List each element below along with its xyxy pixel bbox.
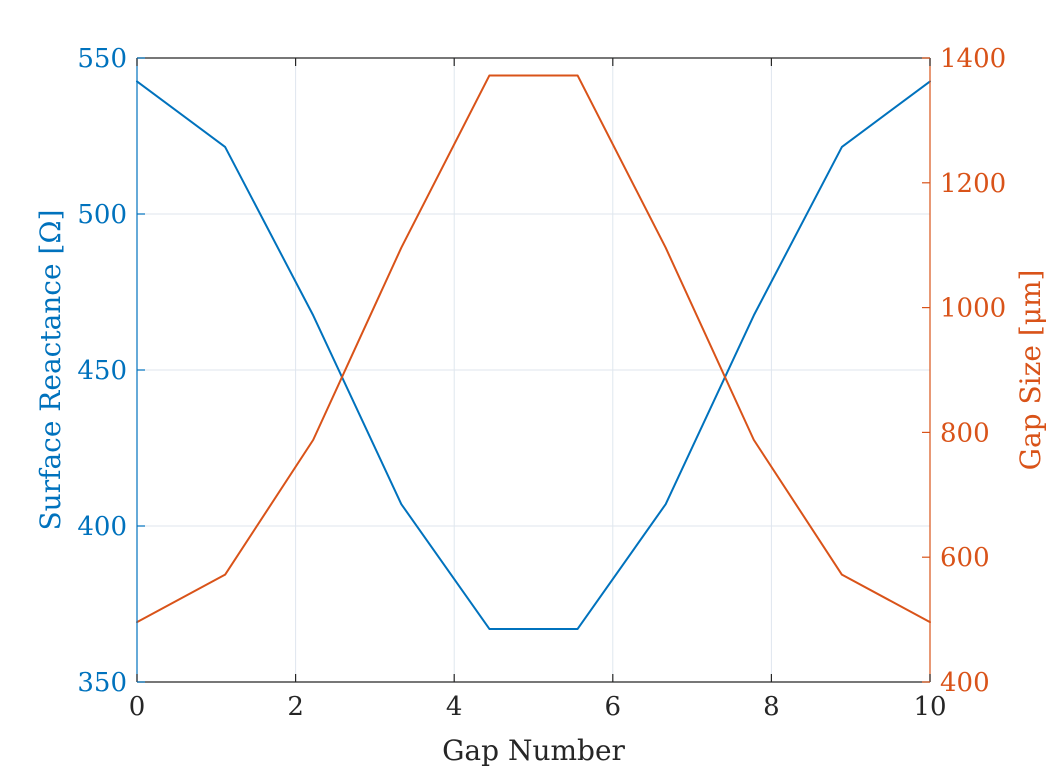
x-tick-label: 6 [605, 692, 622, 722]
left-y-tick-label: 400 [77, 512, 127, 542]
left-y-tick-label: 350 [77, 668, 127, 698]
left-y-axis-label: Surface Reactance [Ω] [34, 209, 67, 530]
x-tick-label: 2 [287, 692, 304, 722]
series-line-right-axis [136, 74, 931, 624]
series-line-left-axis [136, 80, 931, 630]
right-y-tick-label: 800 [940, 418, 990, 448]
right-y-tick-label: 400 [940, 668, 990, 698]
right-y-tick-label: 1200 [940, 169, 1006, 199]
x-tick-label: 10 [913, 692, 946, 722]
left-y-axis-ticks: 350 400 450 500 550 [77, 44, 145, 698]
right-y-axis-ticks: 400 600 800 1000 1200 1400 [922, 44, 1006, 698]
x-tick-label: 0 [129, 692, 146, 722]
x-axis-ticks: 0 2 4 6 8 10 [129, 58, 947, 722]
x-axis-label: Gap Number [442, 734, 625, 767]
plot-series [136, 74, 931, 630]
left-y-tick-label: 550 [77, 44, 127, 74]
right-y-tick-label: 1400 [940, 44, 1006, 74]
right-y-tick-label: 600 [940, 543, 990, 573]
x-tick-label: 4 [446, 692, 463, 722]
right-y-axis-label: Gap Size [μm] [1014, 270, 1047, 471]
left-y-tick-label: 500 [77, 200, 127, 230]
right-y-tick-label: 1000 [940, 294, 1006, 324]
grid-lines [136, 57, 931, 683]
left-y-tick-label: 450 [77, 356, 127, 386]
x-tick-label: 8 [763, 692, 780, 722]
